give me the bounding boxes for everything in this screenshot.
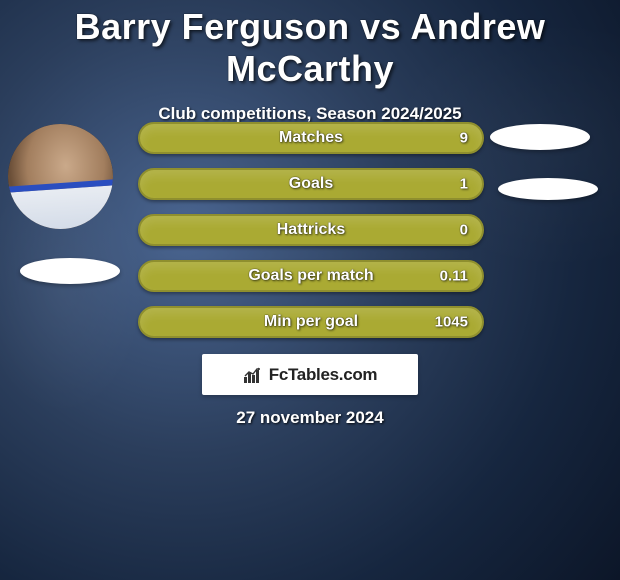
decorative-pill-right-1 [490, 124, 590, 150]
subtitle: Club competitions, Season 2024/2025 [0, 104, 620, 124]
brand-text: FcTables.com [269, 365, 378, 385]
stat-row-goals-per-match: Goals per match 0.11 [138, 260, 484, 292]
avatar-placeholder [8, 124, 113, 229]
player-avatar [8, 124, 113, 229]
stat-row-hattricks: Hattricks 0 [138, 214, 484, 246]
stat-value: 1045 [435, 314, 468, 331]
stat-value: 0.11 [440, 268, 468, 285]
stat-label: Min per goal [264, 313, 358, 331]
bar-chart-icon [243, 366, 265, 384]
stat-label: Hattricks [277, 221, 345, 239]
stat-value: 0 [460, 222, 468, 239]
stat-label: Goals [289, 175, 333, 193]
stat-label: Matches [279, 129, 343, 147]
decorative-pill-left [20, 258, 120, 284]
stat-row-matches: Matches 9 [138, 122, 484, 154]
stat-row-goals: Goals 1 [138, 168, 484, 200]
page-title: Barry Ferguson vs Andrew McCarthy [0, 0, 620, 90]
stat-row-min-per-goal: Min per goal 1045 [138, 306, 484, 338]
decorative-pill-right-2 [498, 178, 598, 200]
content-root: Barry Ferguson vs Andrew McCarthy Club c… [0, 0, 620, 580]
date-text: 27 november 2024 [0, 408, 620, 428]
brand-box: FcTables.com [202, 354, 418, 395]
stats-panel: Matches 9 Goals 1 Hattricks 0 Goals per … [138, 122, 484, 352]
stat-value: 9 [460, 130, 468, 147]
stat-value: 1 [460, 176, 468, 193]
stat-label: Goals per match [248, 267, 373, 285]
